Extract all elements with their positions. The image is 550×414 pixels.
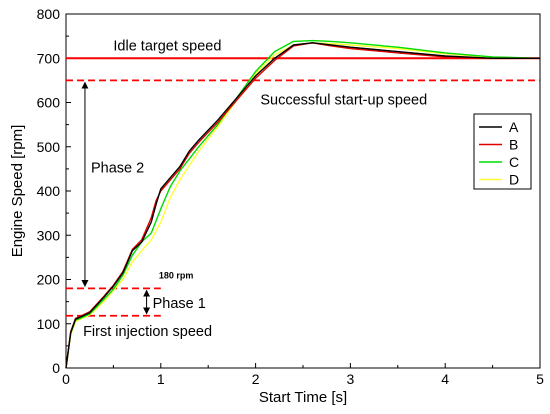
x-tick-label: 0 (62, 371, 70, 387)
legend-label-c: C (509, 154, 519, 170)
legend-label-d: D (509, 172, 519, 188)
y-tick-label: 400 (37, 183, 61, 199)
x-tick-label: 1 (157, 371, 165, 387)
x-tick-label: 5 (536, 371, 544, 387)
x-axis-title: Start Time [s] (259, 389, 347, 406)
phase-label: Phase 2 (91, 160, 144, 176)
phase-label: Phase 1 (153, 296, 206, 312)
legend-box (473, 113, 532, 190)
series-line-a (65, 42, 540, 369)
y-axis-title: Engine Speed [rpm] (9, 125, 26, 258)
data-series (65, 39, 541, 369)
y-tick-label: 0 (52, 360, 60, 376)
legend-label-a: A (509, 119, 519, 135)
reference-line-label: First injection speed (83, 324, 212, 340)
y-tick-label: 500 (37, 139, 61, 155)
y-tick-label: 100 (37, 316, 61, 332)
x-tick-label: 2 (252, 371, 260, 387)
reference-line-label: Idle target speed (113, 38, 221, 54)
annotations: Idle target speed Successful start-up spe… (81, 38, 427, 340)
legend-label-b: B (509, 137, 518, 153)
axis-ticks: 0 1 2 3 4 5 0 100 200 300 400 500 600 700 800 (37, 6, 544, 387)
y-tick-label: 200 (37, 272, 61, 288)
x-tick-label: 4 (441, 371, 449, 387)
reference-line-label: Successful start-up speed (260, 92, 427, 108)
x-tick-label: 3 (347, 371, 355, 387)
series-line-d (65, 42, 541, 369)
y-tick-label: 600 (37, 95, 61, 111)
series-line-c (65, 39, 541, 369)
y-tick-label: 300 (37, 227, 61, 243)
y-tick-label: 800 (37, 6, 61, 22)
y-tick-label: 700 (37, 50, 61, 66)
reference-line-label: 180 rpm (159, 270, 194, 280)
